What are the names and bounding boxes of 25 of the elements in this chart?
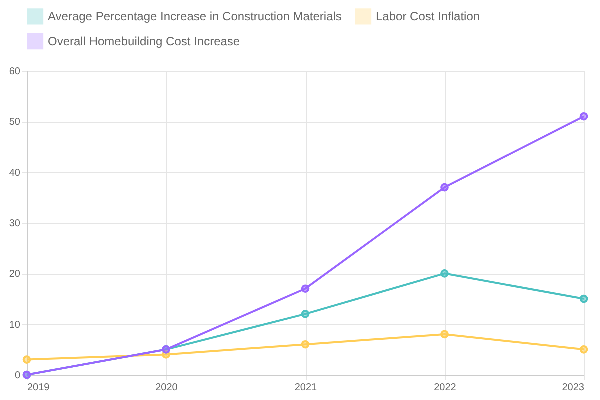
y-tick-label: 20 (9, 269, 21, 280)
y-tick-label: 0 (14, 370, 21, 382)
point (22, 356, 32, 364)
x-tick-label: 2019 (28, 382, 50, 394)
y-tick-label: 10 (9, 320, 21, 331)
y-tick-label: 60 (9, 66, 21, 78)
x-tick-label: 2021 (294, 382, 318, 394)
point (301, 340, 310, 349)
point (440, 330, 449, 339)
y-tick-label: 40 (9, 168, 21, 179)
point (580, 294, 588, 304)
legend-label: Labor Cost Inflation (376, 10, 480, 24)
x-tick-label: 2023 (562, 382, 585, 394)
legend-label: Overall Homebuilding Cost Increase (48, 34, 240, 48)
legend-label: Average Percentage Increase in Construction Materials (48, 10, 342, 24)
point (580, 346, 588, 354)
point (440, 270, 449, 278)
point (580, 112, 588, 121)
point (301, 284, 310, 294)
x-tick-label: 2020 (156, 382, 178, 394)
point (440, 183, 449, 192)
x-tick-label: 2022 (434, 382, 457, 394)
point (301, 310, 310, 318)
y-tick-label: 50 (9, 117, 21, 128)
y-tick-label: 30 (9, 218, 21, 230)
